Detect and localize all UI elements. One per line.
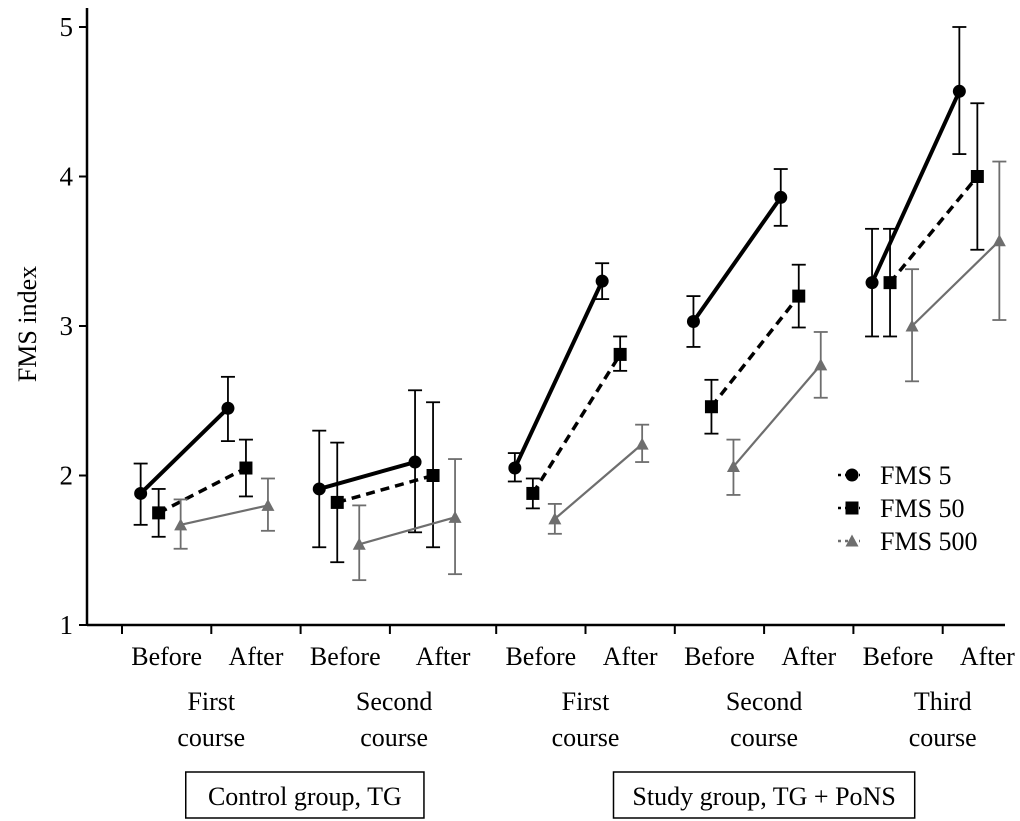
- y-tick-label: 4: [60, 162, 74, 192]
- x-tick-label: After: [781, 642, 836, 671]
- data-point: [774, 190, 788, 204]
- plot-area: 1 2 3 4 5 Before After Before After Before After Be…: [60, 8, 1015, 819]
- course-label: course: [730, 723, 798, 752]
- series-line: [554, 443, 643, 520]
- data-point: [312, 482, 326, 496]
- y-tick-label: 1: [60, 610, 74, 640]
- x-tick-label: Before: [684, 642, 755, 671]
- x-tick-label: Before: [863, 642, 934, 671]
- data-point: [865, 276, 879, 290]
- legend-entry: FMS 50: [880, 494, 965, 523]
- x-tick-label: After: [416, 642, 471, 671]
- series-line: [336, 473, 434, 505]
- series-line: [888, 175, 979, 284]
- series-line: [513, 280, 604, 469]
- data-point: [221, 401, 235, 415]
- series-line: [691, 196, 783, 323]
- data-point: [905, 319, 919, 332]
- data-point: [883, 276, 897, 290]
- y-axis-label: FMS index: [13, 266, 42, 382]
- series-line: [531, 353, 622, 495]
- group-box: [612, 771, 916, 819]
- data-point: [508, 461, 522, 475]
- data-point: [970, 170, 984, 183]
- data-point: [261, 498, 275, 511]
- legend-marker: [845, 468, 859, 482]
- y-tick-label: 2: [60, 461, 74, 491]
- course-label: Third: [914, 687, 972, 716]
- data-point: [613, 347, 627, 361]
- y-tick-label: 5: [60, 12, 74, 42]
- series-line: [870, 90, 962, 284]
- course-label: Second: [356, 687, 433, 716]
- series-line: [911, 239, 1001, 327]
- series-fms-5: [133, 26, 967, 549]
- data-point: [992, 234, 1006, 247]
- course-label: course: [552, 723, 620, 752]
- data-point: [635, 437, 649, 450]
- data-point: [952, 84, 966, 98]
- course-label: course: [177, 723, 245, 752]
- group-label: Study group, TG + PoNS: [632, 782, 895, 811]
- course-label: First: [187, 687, 235, 716]
- x-tick-label: Before: [310, 642, 381, 671]
- course-label: First: [562, 687, 610, 716]
- legend: FMS 5 FMS 50 FMS 500: [838, 461, 978, 556]
- y-tick-label: 3: [60, 311, 74, 341]
- series-line: [157, 466, 247, 515]
- x-tick-label: After: [229, 642, 284, 671]
- series-fms-50: [151, 102, 985, 564]
- series-fms-500: [173, 160, 1007, 582]
- series-line: [180, 504, 269, 526]
- x-tick-label: After: [960, 642, 1015, 671]
- legend-entry: FMS 5: [880, 461, 952, 490]
- data-point: [526, 486, 540, 500]
- data-point: [595, 274, 609, 288]
- data-point: [174, 518, 188, 531]
- group-box: [185, 771, 425, 819]
- data-point: [448, 510, 462, 523]
- data-point: [726, 460, 740, 473]
- data-point: [686, 315, 700, 329]
- data-point: [792, 289, 806, 303]
- data-point: [704, 400, 718, 414]
- data-point: [330, 495, 344, 509]
- data-point: [134, 486, 148, 500]
- series-line: [358, 516, 456, 546]
- legend-marker: [845, 534, 859, 547]
- data-point: [352, 537, 366, 550]
- data-point: [408, 455, 422, 469]
- series-line: [139, 406, 230, 495]
- series-line: [318, 460, 416, 491]
- data-point: [814, 358, 828, 371]
- series-line: [732, 364, 822, 468]
- data-point: [152, 506, 166, 520]
- series-line: [710, 295, 801, 408]
- legend-entry: FMS 500: [880, 527, 978, 556]
- course-label: course: [360, 723, 428, 752]
- x-tick-label: Before: [131, 642, 202, 671]
- group-label: Control group, TG: [208, 782, 402, 811]
- course-label: Second: [726, 687, 803, 716]
- x-tick-label: Before: [505, 642, 576, 671]
- legend-marker: [845, 501, 859, 515]
- x-tick-label: After: [603, 642, 658, 671]
- data-point: [548, 512, 562, 525]
- course-label: course: [909, 723, 977, 752]
- data-point: [426, 469, 440, 482]
- data-point: [239, 461, 253, 475]
